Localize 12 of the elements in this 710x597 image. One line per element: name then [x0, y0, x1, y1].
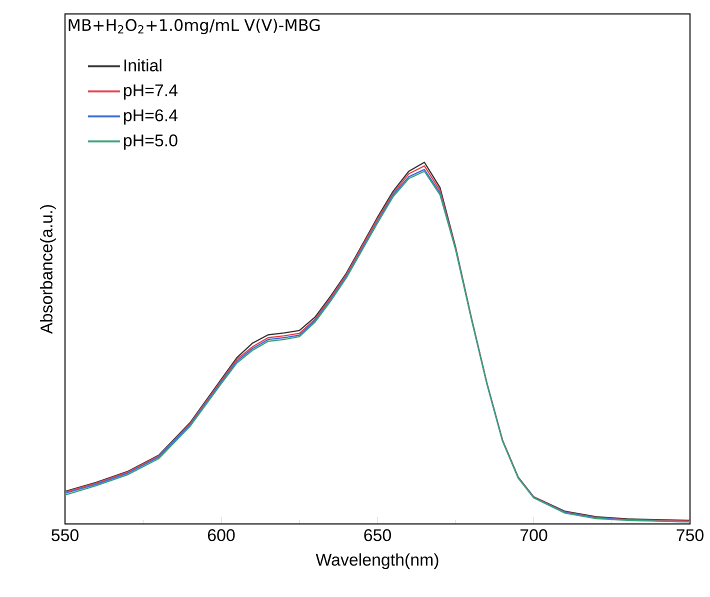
x-tick-label: 600 — [208, 529, 235, 542]
x-tick-label: 750 — [676, 529, 704, 542]
legend-label: Initial — [124, 58, 162, 72]
x-tick-label: 700 — [520, 529, 548, 542]
x-tick-label: 650 — [364, 529, 391, 542]
chart-title: MB+H$_{2}$O$_{2}$+1.0mg/mL V(Ⅴ)-MBG — [68, 18, 320, 34]
y-axis-title: Absorbance(a.u.) — [40, 205, 56, 334]
x-axis-title: Wavelength(nm) — [316, 553, 438, 570]
legend-label: pH=5.0 — [124, 134, 178, 150]
legend-label: pH=7.4 — [124, 84, 178, 100]
legend-label: pH=6.4 — [124, 109, 178, 125]
x-tick-label: 550 — [52, 529, 78, 542]
